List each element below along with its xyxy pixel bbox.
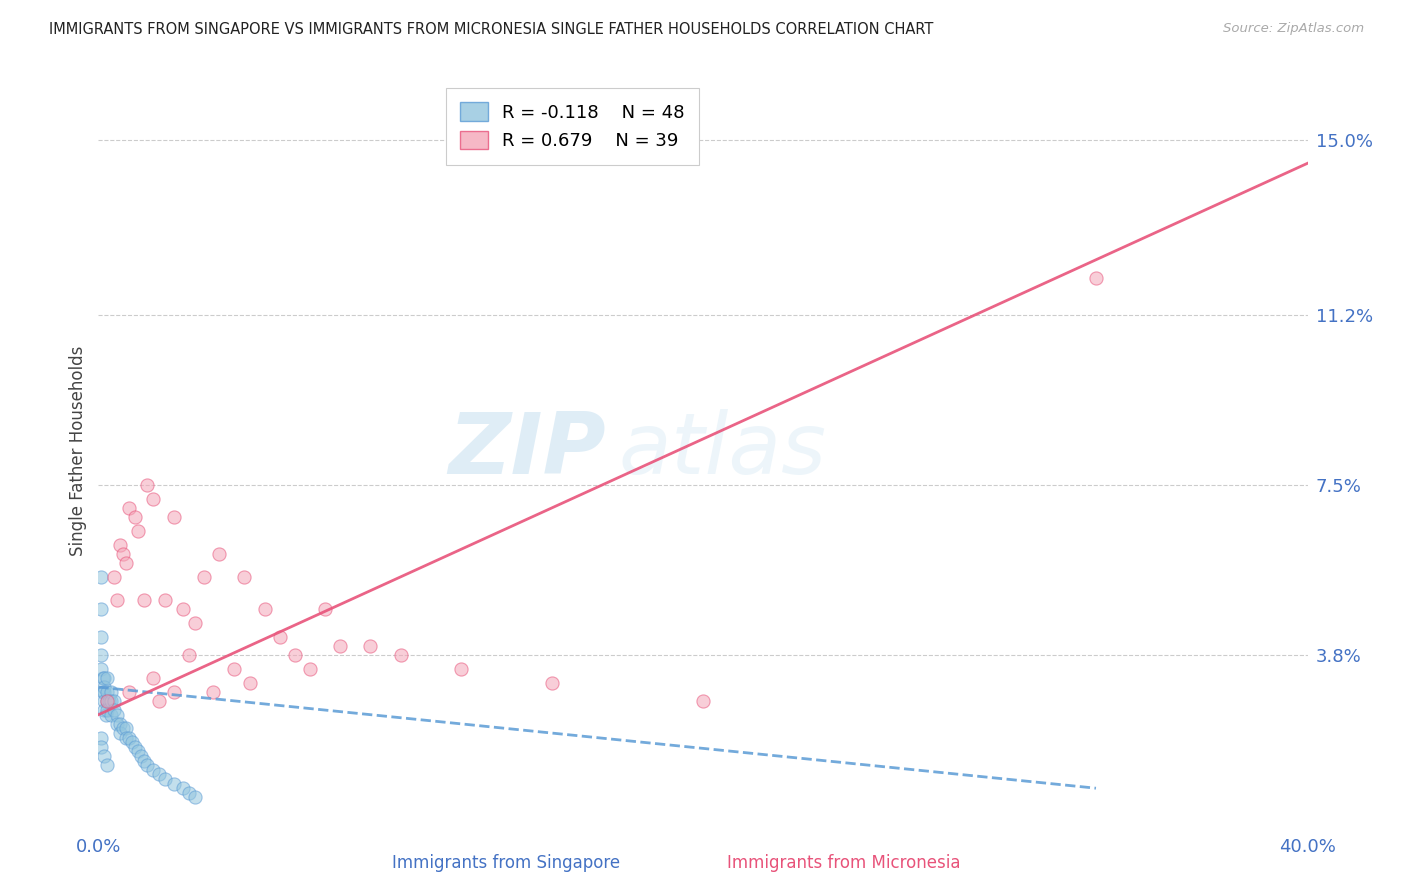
Point (692, 694, 714, 708)
Point (103, 694, 125, 708)
Point (153, 592, 176, 607)
Point (108, 726, 131, 740)
Point (100, 707, 122, 722)
Point (114, 556, 136, 570)
Point (127, 524, 149, 538)
Point (90, 570, 112, 584)
Point (193, 570, 215, 584)
Point (208, 547, 231, 561)
Point (91, 684, 114, 698)
Point (148, 694, 170, 708)
Point (232, 570, 254, 584)
Point (124, 510, 146, 524)
Text: IMMIGRANTS FROM SINGAPORE VS IMMIGRANTS FROM MICRONESIA SINGLE FATHER HOUSEHOLDS: IMMIGRANTS FROM SINGAPORE VS IMMIGRANTS … (49, 22, 934, 37)
Point (172, 781, 194, 796)
Point (299, 662, 322, 676)
Point (118, 731, 141, 745)
Point (118, 684, 141, 698)
Legend: R = -0.118    N = 48, R = 0.679    N = 39: R = -0.118 N = 48, R = 0.679 N = 39 (446, 88, 699, 165)
Point (132, 592, 155, 607)
Point (94, 707, 117, 722)
Point (90, 731, 112, 745)
Point (184, 615, 207, 630)
Point (269, 630, 291, 644)
Point (172, 602, 194, 616)
Point (142, 491, 165, 506)
Point (127, 744, 149, 758)
Point (129, 749, 152, 764)
Point (224, 662, 246, 676)
Point (202, 684, 225, 698)
Point (153, 772, 176, 786)
Point (108, 538, 131, 552)
Point (284, 648, 307, 662)
Point (93, 680, 115, 694)
Point (148, 767, 170, 781)
Point (360, 639, 382, 653)
Point (96, 694, 118, 708)
Point (96, 684, 118, 698)
Text: Immigrants from Micronesia: Immigrants from Micronesia (727, 855, 960, 872)
Point (163, 684, 186, 698)
Point (1085, 271, 1108, 285)
Point (96, 671, 118, 685)
Point (389, 648, 412, 662)
Point (91, 671, 114, 685)
Point (100, 684, 122, 698)
Point (450, 662, 472, 676)
Point (111, 547, 134, 561)
Point (96, 703, 118, 717)
Point (124, 739, 146, 754)
Point (90, 648, 112, 662)
Point (98, 694, 121, 708)
Text: Source: ZipAtlas.com: Source: ZipAtlas.com (1223, 22, 1364, 36)
Text: Immigrants from Singapore: Immigrants from Singapore (392, 855, 620, 872)
Point (100, 694, 122, 708)
Point (253, 602, 276, 616)
Point (90, 739, 112, 754)
Point (90, 630, 112, 644)
Point (93, 684, 115, 698)
Point (540, 675, 562, 690)
Point (163, 510, 186, 524)
Point (90, 662, 112, 676)
Point (239, 675, 262, 690)
Point (93, 749, 115, 764)
Point (114, 722, 136, 736)
Y-axis label: Single Father Households: Single Father Households (69, 345, 87, 556)
Point (93, 703, 115, 717)
Point (179, 648, 201, 662)
Point (105, 592, 128, 607)
Point (93, 694, 115, 708)
Point (103, 570, 125, 584)
Point (314, 602, 336, 616)
Point (105, 717, 128, 731)
Point (179, 786, 201, 800)
Point (329, 639, 352, 653)
Point (93, 671, 115, 685)
Text: atlas: atlas (619, 409, 827, 492)
Point (135, 758, 157, 772)
Point (184, 790, 207, 805)
Point (108, 717, 131, 731)
Point (118, 500, 141, 515)
Text: ZIP: ZIP (449, 409, 606, 492)
Point (132, 754, 155, 768)
Point (142, 671, 165, 685)
Point (111, 722, 134, 736)
Point (103, 703, 125, 717)
Point (96, 694, 118, 708)
Point (135, 478, 157, 492)
Point (90, 602, 112, 616)
Point (142, 763, 165, 777)
Point (163, 776, 186, 790)
Point (105, 707, 128, 722)
Point (96, 758, 118, 772)
Point (121, 735, 143, 749)
Point (114, 731, 136, 745)
